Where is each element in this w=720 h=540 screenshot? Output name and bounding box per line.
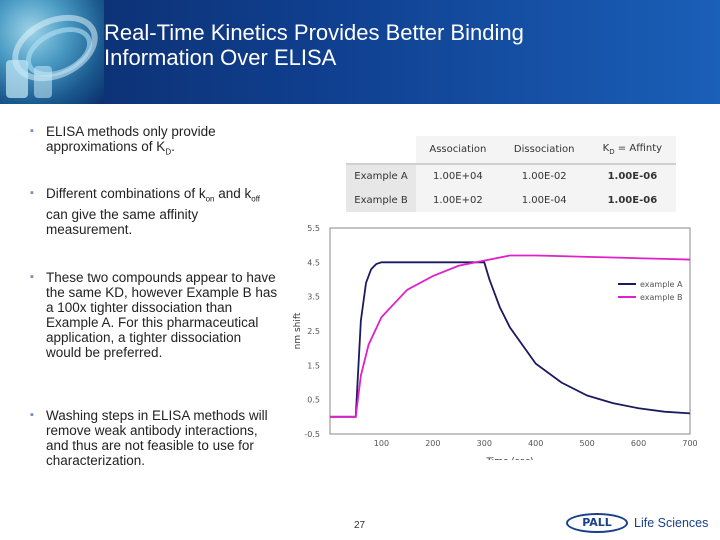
cell-dissociation: 1.00E-02	[499, 164, 589, 188]
header-image	[0, 0, 104, 104]
y-axis-label: nm shift	[293, 312, 303, 349]
legend-label: example B	[640, 293, 682, 302]
pall-logo-mark: PALL	[566, 513, 628, 533]
row-label: Example B	[346, 188, 416, 212]
x-tick-label: 300	[477, 439, 492, 448]
pall-logo-tagline: Life Sciences	[634, 516, 709, 530]
bullet-end: .	[171, 139, 175, 154]
row-label: Example A	[346, 164, 416, 188]
cell-affinity: 1.00E-06	[588, 164, 676, 188]
k-subscript: D	[609, 148, 615, 156]
y-tick-label: 1.5	[307, 361, 320, 370]
y-tick-label: 4.5	[307, 258, 320, 267]
bullet-combinations: Different combinations of kon and koff ca…	[30, 186, 280, 237]
y-tick-label: 2.5	[307, 327, 320, 336]
k-symbol: K	[602, 143, 610, 154]
y-tick-label: -0.5	[304, 430, 320, 439]
kinetics-table: Association Dissociation KD = Affinty Ex…	[346, 136, 676, 212]
slide-title-line1: Real-Time Kinetics Provides Better Bindi…	[104, 20, 524, 45]
x-axis-label: Time (sec)	[485, 457, 533, 460]
table-header-row: Association Dissociation KD = Affinty	[346, 136, 676, 164]
x-tick-label: 400	[528, 439, 543, 448]
subscript-off: off	[251, 194, 261, 204]
cell-affinity: 1.00E-06	[588, 188, 676, 212]
header-affinity: KD = Affinty	[588, 136, 676, 164]
vial-graphic	[6, 60, 28, 98]
cell-dissociation: 1.00E-04	[499, 188, 589, 212]
bullet-compounds: These two compounds appear to have the s…	[30, 270, 280, 360]
affinity-label: = Affinty	[614, 143, 663, 154]
bullet-elisa-approx: ELISA methods only provide approximation…	[30, 124, 280, 160]
y-tick-label: 0.5	[307, 396, 320, 405]
header-association: Association	[416, 136, 500, 164]
x-tick-label: 600	[631, 439, 646, 448]
y-tick-label: 3.5	[307, 293, 320, 302]
table-corner	[346, 136, 416, 164]
bullet-text: ELISA methods only provide approximation…	[46, 124, 216, 154]
pall-logo: PALL Life Sciences	[566, 513, 708, 533]
slide-header: Real-Time Kinetics Provides Better Bindi…	[0, 0, 720, 104]
subscript-on: on	[205, 194, 215, 204]
x-tick-label: 500	[580, 439, 595, 448]
y-tick-label: 5.5	[307, 224, 320, 233]
plot-frame	[329, 227, 691, 435]
binding-kinetics-chart: -0.5 0.5 1.5 2.5 3.5 4.5 5.5 100 200 300 400 500 600…	[293, 224, 698, 460]
cell-association: 1.00E+02	[416, 188, 500, 212]
x-tick-label: 200	[425, 439, 440, 448]
vial-graphic-2	[34, 66, 52, 98]
slide-number: 27	[354, 520, 366, 531]
series-line-example-B	[330, 254, 691, 418]
slide-title-line2: Information Over ELISA	[104, 45, 337, 70]
bullet-washing: Washing steps in ELISA methods will remo…	[30, 408, 280, 468]
cell-association: 1.00E+04	[416, 164, 500, 188]
bullet-rest: can give the same affinity measurement.	[46, 206, 199, 237]
bullet-and: and k	[214, 186, 252, 201]
slide-title: Real-Time Kinetics Provides Better Bindi…	[104, 20, 664, 70]
x-tick-label: 100	[374, 439, 389, 448]
table-row: Example B 1.00E+02 1.00E-04 1.00E-06	[346, 188, 676, 212]
table-row: Example A 1.00E+04 1.00E-02 1.00E-06	[346, 164, 676, 188]
x-tick-label: 700	[682, 439, 697, 448]
bullet-text: Different combinations of k	[46, 186, 206, 201]
legend-label: example A	[640, 280, 683, 289]
header-dissociation: Dissociation	[499, 136, 589, 164]
subscript-d: D	[165, 147, 172, 157]
series-line-example-A	[330, 261, 691, 418]
